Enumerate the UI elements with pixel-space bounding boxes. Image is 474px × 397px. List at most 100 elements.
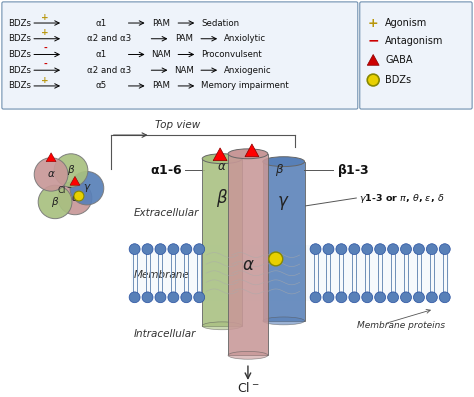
Circle shape xyxy=(38,185,72,219)
Text: $\mathbf{\beta}$1-3: $\mathbf{\beta}$1-3 xyxy=(337,162,370,179)
Text: Anxiolytic: Anxiolytic xyxy=(224,34,266,43)
Ellipse shape xyxy=(263,317,305,325)
Text: +: + xyxy=(41,75,49,85)
Bar xyxy=(228,154,268,355)
Text: $\alpha$: $\alpha$ xyxy=(71,193,79,203)
Bar xyxy=(131,245,449,301)
Circle shape xyxy=(181,244,192,254)
Circle shape xyxy=(310,292,321,303)
Text: $\beta$: $\beta$ xyxy=(67,164,75,177)
Circle shape xyxy=(349,244,360,254)
Text: NAM: NAM xyxy=(152,50,172,59)
Text: α5: α5 xyxy=(95,81,107,91)
Text: $\gamma$1-3 or $\pi$, $\theta$, $\epsilon$, $\delta$: $\gamma$1-3 or $\pi$, $\theta$, $\epsilo… xyxy=(359,191,445,204)
Text: Membrane: Membrane xyxy=(134,270,189,280)
Text: +: + xyxy=(41,13,49,21)
Circle shape xyxy=(168,292,179,303)
Text: Extracellular: Extracellular xyxy=(134,208,199,218)
Circle shape xyxy=(362,292,373,303)
Circle shape xyxy=(181,292,192,303)
Ellipse shape xyxy=(202,322,242,330)
Circle shape xyxy=(413,292,424,303)
Text: Memory impairment: Memory impairment xyxy=(201,81,289,91)
Text: Sedation: Sedation xyxy=(201,19,239,27)
Circle shape xyxy=(336,244,347,254)
Text: BDZs: BDZs xyxy=(385,75,411,85)
Circle shape xyxy=(70,172,104,205)
Text: Agonism: Agonism xyxy=(385,18,428,28)
Bar xyxy=(202,159,242,326)
Text: Anxiogenic: Anxiogenic xyxy=(224,66,272,75)
Text: $\gamma$: $\gamma$ xyxy=(277,194,290,212)
Text: $\alpha$: $\alpha$ xyxy=(217,160,227,173)
Text: Membrane proteins: Membrane proteins xyxy=(357,321,446,330)
Text: BDZs: BDZs xyxy=(9,66,31,75)
Text: Intracellular: Intracellular xyxy=(134,329,196,339)
Text: α1: α1 xyxy=(95,19,107,27)
Circle shape xyxy=(362,244,373,254)
Text: BDZs: BDZs xyxy=(9,50,31,59)
Bar xyxy=(263,162,305,321)
Circle shape xyxy=(336,292,347,303)
Text: PAM: PAM xyxy=(153,19,171,27)
Text: $\mathbf{\alpha}$1-6: $\mathbf{\alpha}$1-6 xyxy=(150,164,182,177)
Text: Antagonism: Antagonism xyxy=(385,36,444,46)
Ellipse shape xyxy=(228,149,268,159)
Text: -: - xyxy=(43,60,47,69)
Circle shape xyxy=(401,292,411,303)
Text: $\beta$: $\beta$ xyxy=(216,187,228,209)
Circle shape xyxy=(388,244,399,254)
Text: Cl$^-$: Cl$^-$ xyxy=(237,381,259,395)
Circle shape xyxy=(194,292,205,303)
FancyBboxPatch shape xyxy=(360,2,472,109)
Text: α2 and α3: α2 and α3 xyxy=(87,66,131,75)
Polygon shape xyxy=(245,144,259,157)
Text: $\beta$: $\beta$ xyxy=(275,162,284,177)
Circle shape xyxy=(439,244,450,254)
Circle shape xyxy=(142,292,153,303)
Circle shape xyxy=(155,244,166,254)
Text: $\alpha$: $\alpha$ xyxy=(47,170,55,179)
Circle shape xyxy=(142,244,153,254)
Polygon shape xyxy=(367,54,379,65)
Text: BDZs: BDZs xyxy=(9,81,31,91)
Text: PAM: PAM xyxy=(153,81,171,91)
Circle shape xyxy=(74,191,84,201)
Text: GABA: GABA xyxy=(385,55,413,66)
Circle shape xyxy=(155,292,166,303)
Text: Top view: Top view xyxy=(155,120,201,130)
Text: +: + xyxy=(368,17,379,29)
Text: NAM: NAM xyxy=(174,66,194,75)
Circle shape xyxy=(129,292,140,303)
Circle shape xyxy=(367,74,379,86)
Polygon shape xyxy=(46,153,56,162)
Polygon shape xyxy=(70,176,80,185)
Circle shape xyxy=(168,244,179,254)
Text: BDZs: BDZs xyxy=(9,34,31,43)
Circle shape xyxy=(401,244,411,254)
Text: $\alpha$: $\alpha$ xyxy=(242,256,254,274)
Circle shape xyxy=(54,154,88,187)
Circle shape xyxy=(58,181,92,215)
Circle shape xyxy=(413,244,424,254)
Circle shape xyxy=(439,292,450,303)
Ellipse shape xyxy=(263,157,305,167)
Polygon shape xyxy=(213,148,227,161)
Text: $\gamma$: $\gamma$ xyxy=(82,182,91,194)
Text: +: + xyxy=(41,28,49,37)
FancyBboxPatch shape xyxy=(2,2,358,109)
Text: PAM: PAM xyxy=(175,34,193,43)
Text: Proconvulsent: Proconvulsent xyxy=(201,50,262,59)
Circle shape xyxy=(310,244,321,254)
Circle shape xyxy=(427,244,438,254)
Circle shape xyxy=(323,244,334,254)
Circle shape xyxy=(374,244,386,254)
Circle shape xyxy=(269,252,283,266)
Circle shape xyxy=(323,292,334,303)
Text: −: − xyxy=(367,34,379,48)
Circle shape xyxy=(194,244,205,254)
Circle shape xyxy=(388,292,399,303)
Circle shape xyxy=(34,158,68,191)
Ellipse shape xyxy=(228,351,268,359)
Circle shape xyxy=(129,244,140,254)
